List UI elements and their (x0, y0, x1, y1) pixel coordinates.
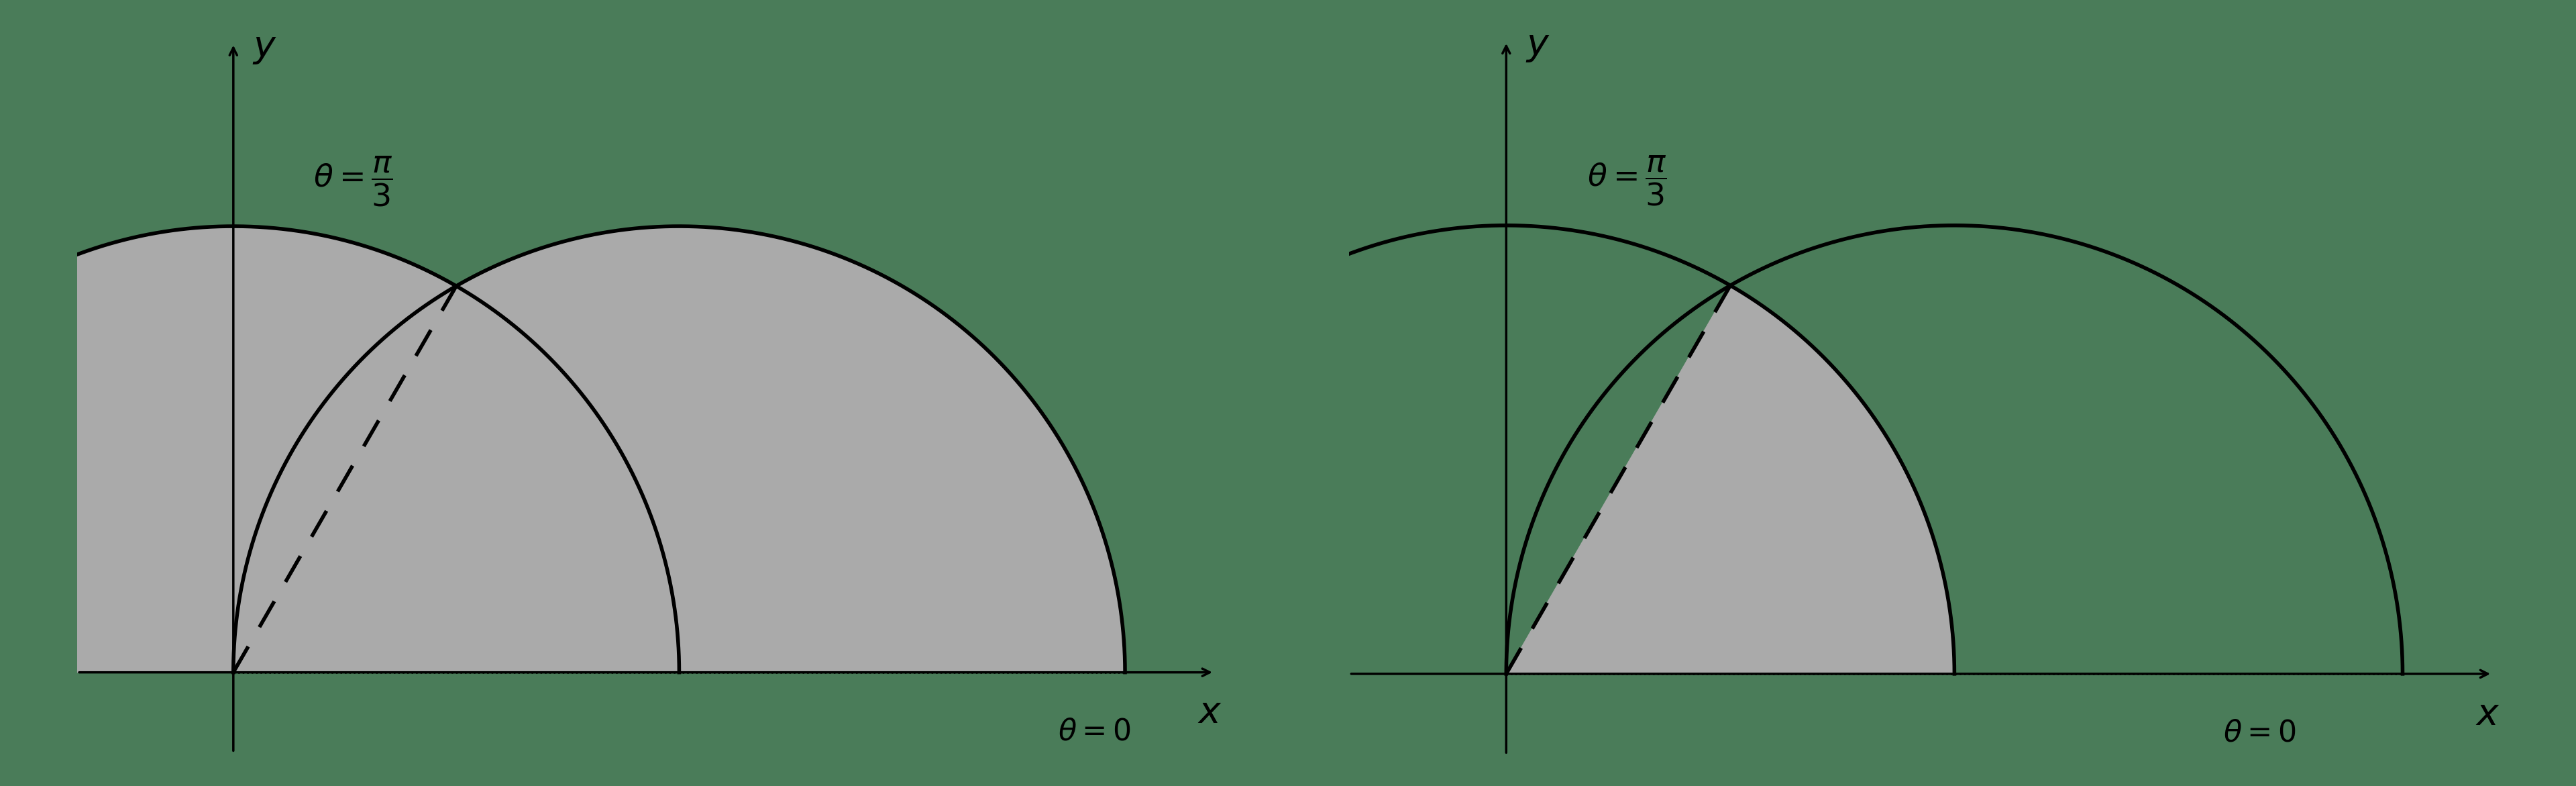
Text: $x$: $x$ (1198, 695, 1221, 730)
Polygon shape (1507, 285, 1955, 674)
Text: $\theta = 0$: $\theta = 0$ (1059, 717, 1131, 746)
Text: $\theta = \dfrac{\pi}{3}$: $\theta = \dfrac{\pi}{3}$ (314, 155, 394, 208)
Text: $y$: $y$ (252, 30, 276, 65)
Text: $y$: $y$ (1525, 28, 1551, 64)
Polygon shape (0, 226, 1126, 672)
Text: $x$: $x$ (2476, 696, 2501, 732)
Text: $\theta = \dfrac{\pi}{3}$: $\theta = \dfrac{\pi}{3}$ (1587, 154, 1667, 208)
Text: $\theta = 0$: $\theta = 0$ (2223, 718, 2298, 747)
